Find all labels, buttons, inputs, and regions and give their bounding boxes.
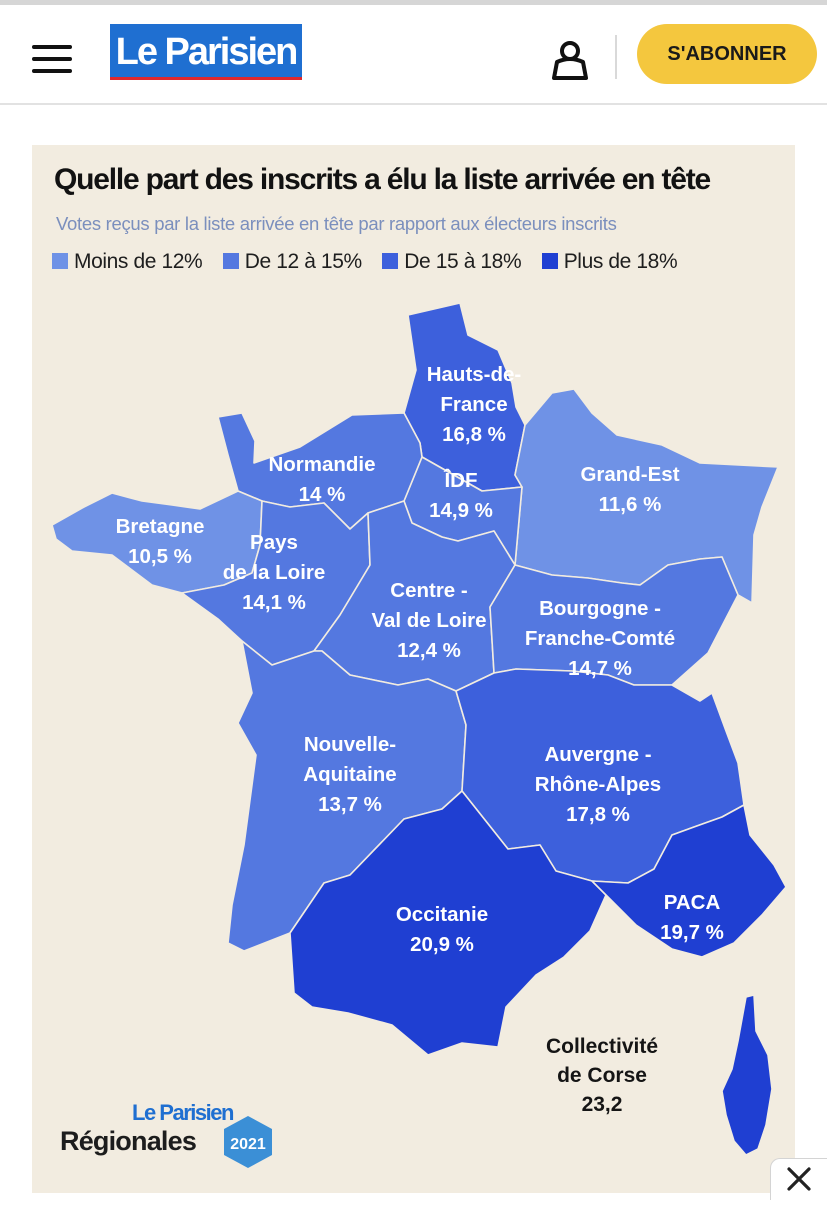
region-label-bourgogne-franche-comte: Franche-Comté xyxy=(525,627,675,650)
header-divider xyxy=(615,35,617,79)
menu-icon[interactable] xyxy=(32,43,72,75)
region-label-hauts-de-france: 16,8 % xyxy=(442,423,506,446)
region-label-corse: de Corse xyxy=(557,1064,647,1087)
region-label-bourgogne-franche-comte: Bourgogne - xyxy=(539,597,661,620)
legend-swatch xyxy=(382,253,399,269)
region-label-grand-est: Grand-Est xyxy=(580,463,679,486)
legend-item-15-18: De 15 à 18% xyxy=(382,250,522,274)
region-label-auvergne-rhone-alpes: Auvergne - xyxy=(544,743,651,766)
legend-item-lt12: Moins de 12% xyxy=(52,250,203,274)
top-border xyxy=(0,0,827,5)
infographic-card: Quelle part des inscrits a élu la liste … xyxy=(32,145,795,1193)
region-label-corse: 23,2 xyxy=(582,1093,623,1116)
region-label-normandie: 14 % xyxy=(299,483,346,506)
region-label-auvergne-rhone-alpes: 17,8 % xyxy=(566,803,630,826)
legend-item-12-15: De 12 à 15% xyxy=(222,250,362,274)
infographic-subtitle: Votes reçus par la liste arrivée en tête… xyxy=(56,213,617,234)
infographic-title: Quelle part des inscrits a élu la liste … xyxy=(54,163,711,196)
close-button[interactable] xyxy=(770,1158,827,1200)
region-label-paca: 19,7 % xyxy=(660,921,724,944)
region-label-idf: ÎDF xyxy=(443,468,477,492)
region-labels: Hauts-de- France 16,8 % Normandie 14 % ÎDF 14,… xyxy=(116,363,724,1116)
region-label-corse: Collectivité xyxy=(546,1035,658,1058)
region-label-normandie: Normandie xyxy=(268,453,375,476)
region-label-hauts-de-france: Hauts-de- xyxy=(427,363,522,386)
year-badge-text: 2021 xyxy=(230,1136,266,1153)
region-label-paca: PACA xyxy=(664,891,721,914)
brand-le-parisien: Le Parisien xyxy=(132,1100,234,1125)
legend-swatch xyxy=(541,253,558,269)
region-label-auvergne-rhone-alpes: Rhône-Alpes xyxy=(535,773,661,796)
region-occitanie[interactable] xyxy=(289,790,607,1056)
user-account-icon[interactable] xyxy=(548,38,592,82)
region-paca[interactable] xyxy=(591,804,787,958)
region-label-bourgogne-franche-comte: 14,7 % xyxy=(568,657,632,680)
region-label-pays-de-la-loire: de la Loire xyxy=(223,561,326,584)
region-label-grand-est: 11,6 % xyxy=(599,493,662,516)
site-header: Le Parisien S'ABONNER xyxy=(0,5,827,105)
le-parisien-logo[interactable]: Le Parisien xyxy=(110,24,302,80)
map-legend: Moins de 12% De 12 à 15% De 15 à 18% Plu… xyxy=(52,250,693,278)
close-icon xyxy=(787,1167,811,1191)
legend-swatch xyxy=(222,253,239,269)
region-label-centre-val-de-loire: Val de Loire xyxy=(371,609,486,632)
region-label-pays-de-la-loire: 14,1 % xyxy=(242,591,306,614)
region-label-occitanie: 20,9 % xyxy=(410,933,474,956)
region-label-occitanie: Occitanie xyxy=(396,903,488,926)
region-label-nouvelle-aquitaine: Nouvelle- xyxy=(304,733,396,756)
region-corse[interactable] xyxy=(721,994,773,1156)
region-label-bretagne: Bretagne xyxy=(116,515,205,538)
legend-swatch xyxy=(52,253,68,269)
legend-item-gt18: Plus de 18% xyxy=(541,250,678,274)
france-regions-map: Hauts-de- France 16,8 % Normandie 14 % ÎDF 14,… xyxy=(51,302,787,1156)
region-label-bretagne: 10,5 % xyxy=(128,545,192,568)
regionales-brand: Le Parisien Régionales 2021 xyxy=(60,1100,290,1170)
region-label-centre-val-de-loire: Centre - xyxy=(390,579,467,602)
brand-regionales: Régionales xyxy=(60,1126,197,1156)
subscribe-button[interactable]: S'ABONNER xyxy=(637,24,817,84)
region-label-hauts-de-france: France xyxy=(440,393,507,416)
region-label-pays-de-la-loire: Pays xyxy=(250,531,298,554)
region-label-nouvelle-aquitaine: 13,7 % xyxy=(318,793,382,816)
region-label-nouvelle-aquitaine: Aquitaine xyxy=(303,763,396,786)
region-label-centre-val-de-loire: 12,4 % xyxy=(397,639,461,662)
region-label-idf: 14,9 % xyxy=(429,499,493,522)
year-badge: 2021 xyxy=(224,1116,272,1168)
